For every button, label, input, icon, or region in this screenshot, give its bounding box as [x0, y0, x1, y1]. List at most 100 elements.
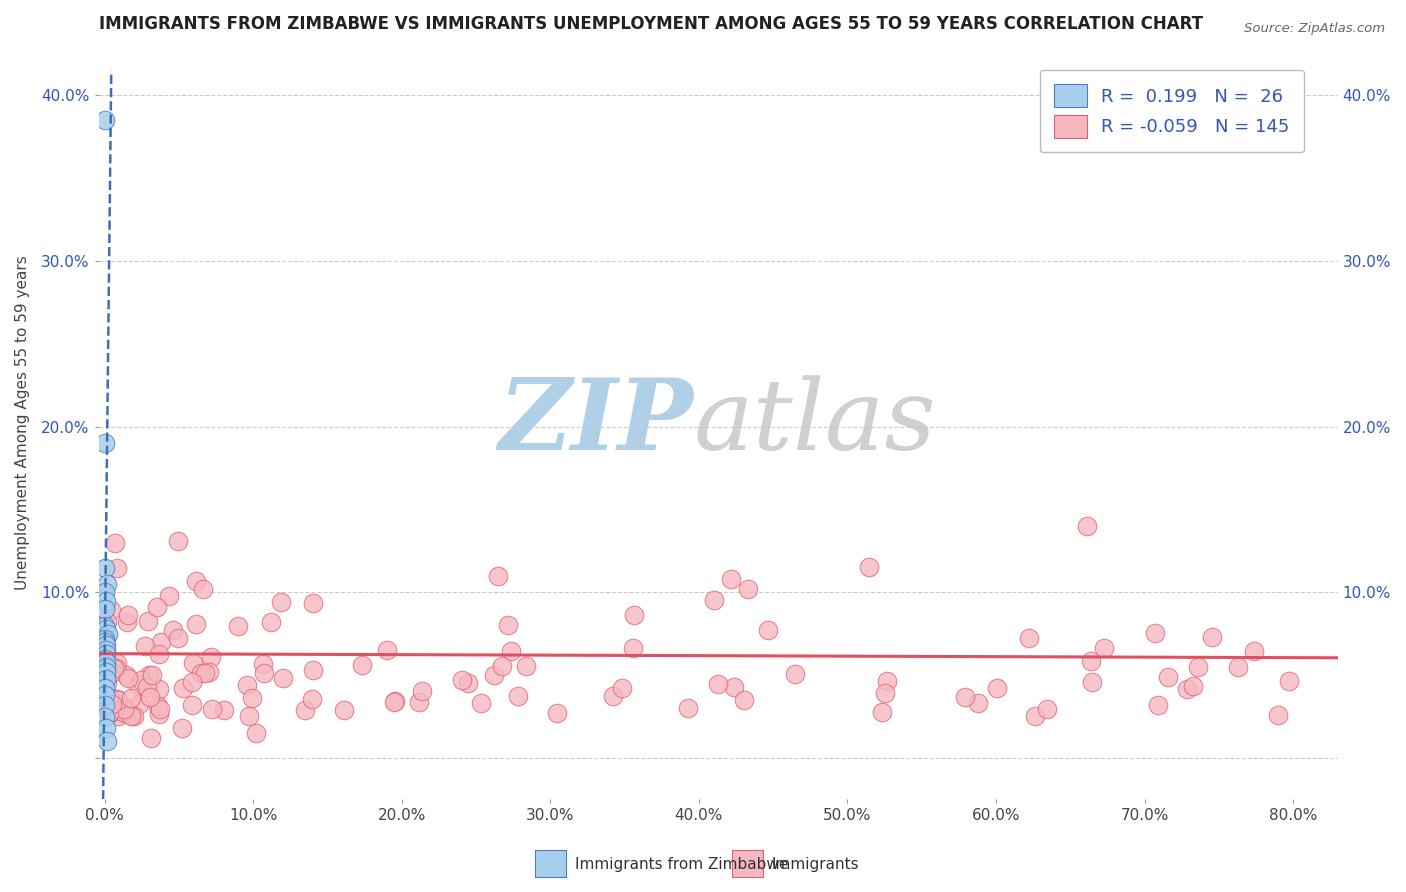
Point [676, 700, 699, 714]
Point [120, 690, 142, 705]
Point [128, 698, 150, 712]
Point [94, 643, 117, 657]
Point [966, 696, 988, 710]
Point [703, 592, 725, 607]
Point [107, 702, 129, 716]
Point [411, 683, 433, 698]
Point [107, 693, 129, 707]
Point [94, 560, 117, 574]
Point [114, 701, 136, 715]
Point [94, 639, 117, 653]
Point [93, 688, 115, 702]
Point [720, 573, 742, 587]
Point [260, 615, 283, 630]
Point [986, 681, 1008, 695]
Point [112, 702, 135, 716]
Point [149, 635, 172, 649]
Point [104, 661, 127, 675]
Point [1036, 701, 1059, 715]
Point [236, 678, 259, 692]
Point [94, 665, 117, 679]
Point [1175, 681, 1198, 696]
Point [96, 666, 118, 681]
Point [451, 673, 474, 687]
Point [181, 674, 204, 689]
Text: IMMIGRANTS FROM ZIMBABWE VS IMMIGRANTS UNEMPLOYMENT AMONG AGES 55 TO 59 YEARS CO: IMMIGRANTS FROM ZIMBABWE VS IMMIGRANTS U… [98, 15, 1202, 33]
Point [100, 602, 122, 616]
Point [98, 699, 121, 714]
Point [107, 698, 129, 713]
Point [97, 698, 120, 713]
Point [499, 644, 522, 658]
Point [94, 698, 117, 712]
Point [228, 619, 250, 633]
Point [94, 632, 117, 646]
Point [252, 657, 274, 671]
Point [94, 655, 117, 669]
Point [621, 640, 644, 655]
Point [723, 680, 745, 694]
Point [273, 671, 295, 685]
Point [875, 686, 897, 700]
Text: Immigrants: Immigrants [772, 857, 859, 871]
Point [240, 691, 263, 706]
Point [122, 709, 145, 723]
Point [134, 639, 156, 653]
Point [1278, 673, 1301, 688]
Point [114, 706, 136, 720]
Point [115, 705, 138, 719]
Point [94, 585, 117, 599]
Point [98, 706, 121, 720]
Point [166, 632, 188, 646]
Point [101, 665, 124, 679]
Point [1157, 670, 1180, 684]
Point [190, 665, 212, 680]
Point [166, 533, 188, 548]
Point [115, 615, 138, 630]
Point [148, 681, 170, 696]
Point [184, 574, 207, 588]
Point [486, 568, 509, 582]
Point [181, 656, 204, 670]
Point [758, 623, 780, 637]
Point [1267, 708, 1289, 723]
Point [408, 695, 430, 709]
Point [858, 560, 880, 574]
Point [112, 705, 135, 719]
Point [157, 589, 180, 603]
Point [94, 622, 117, 636]
Point [1147, 698, 1170, 712]
Point [93, 602, 115, 616]
Point [96, 577, 118, 591]
Point [107, 709, 129, 723]
Point [1092, 640, 1115, 655]
Point [105, 692, 128, 706]
Point [139, 731, 162, 746]
Point [120, 709, 142, 723]
Point [200, 650, 222, 665]
Point [733, 692, 755, 706]
Point [384, 694, 406, 708]
Point [506, 689, 529, 703]
Point [146, 698, 169, 713]
Point [1243, 644, 1265, 658]
Point [294, 704, 316, 718]
Point [1081, 674, 1104, 689]
Point [333, 703, 356, 717]
Point [201, 702, 224, 716]
Point [172, 721, 194, 735]
Point [94, 436, 117, 450]
Point [96, 593, 118, 607]
Point [245, 726, 267, 740]
Point [162, 623, 184, 637]
Point [96, 676, 118, 690]
Point [101, 697, 124, 711]
Point [212, 703, 235, 717]
Point [94, 672, 117, 686]
Point [184, 617, 207, 632]
Y-axis label: Unemployment Among Ages 55 to 59 years: Unemployment Among Ages 55 to 59 years [15, 255, 30, 590]
Point [105, 656, 128, 670]
Point [104, 535, 127, 549]
Point [1187, 660, 1209, 674]
Point [546, 706, 568, 720]
